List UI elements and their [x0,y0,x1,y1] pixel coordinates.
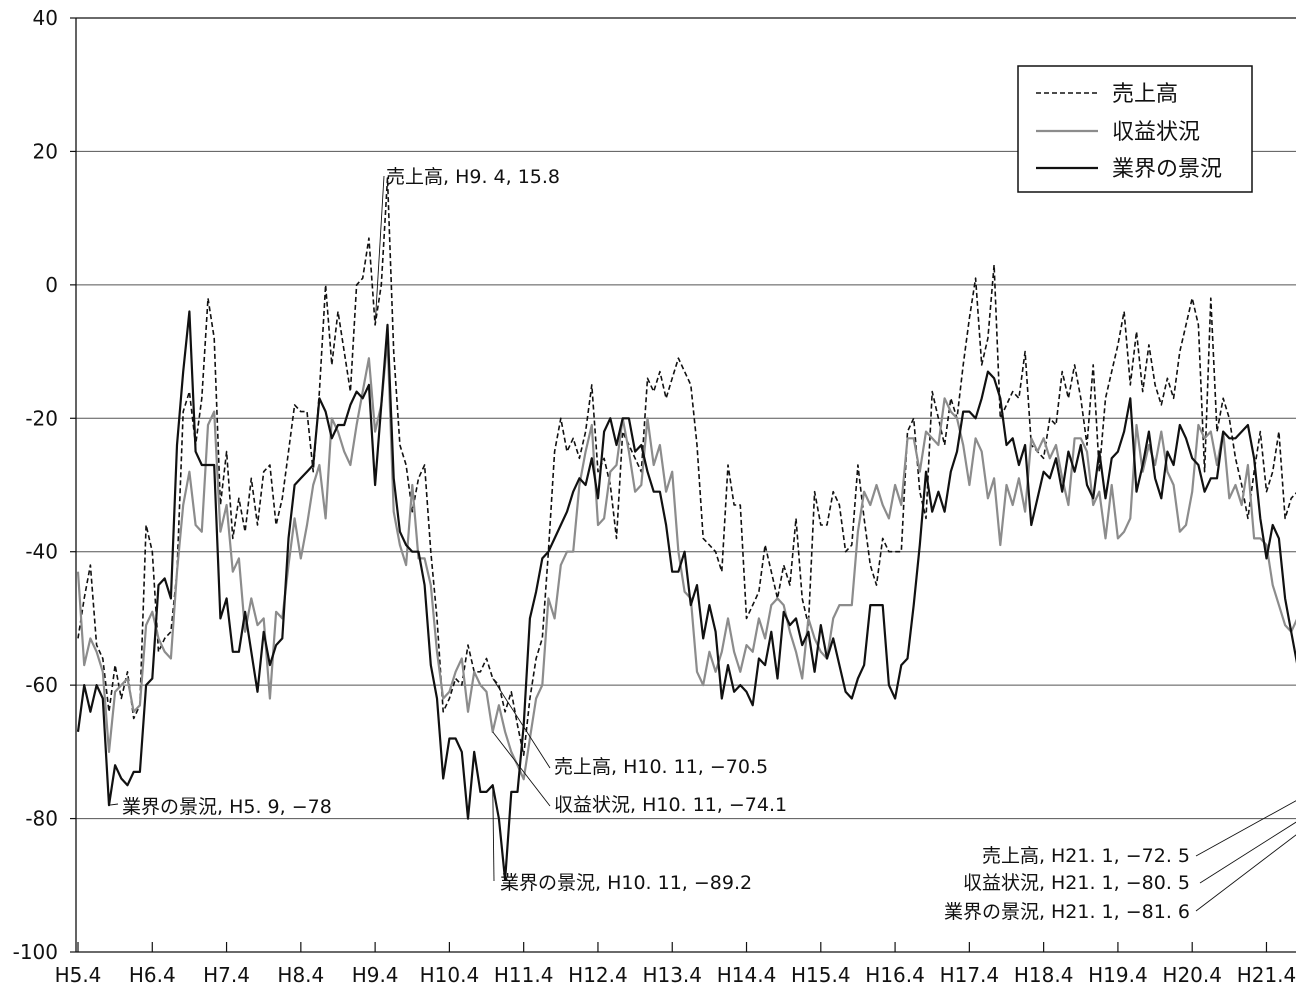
annotation-leader [492,678,551,769]
annotation-label: 売上高, H21. 1, −72. 5 [982,845,1190,867]
legend-label-profit: 収益状況 [1112,120,1200,145]
y-axis-ticks: 40 20 0 -20 -40 -60 -80 -100 [13,6,76,964]
y-tick-label: 40 [33,6,58,30]
annotation-leader [492,785,495,882]
annotation-label: 業界の景況, H21. 1, −81. 6 [944,901,1190,923]
y-tick-label: 20 [33,139,58,163]
x-tick-label: H6.4 [129,963,176,987]
annotation-label: 業界の景況, H5. 9, −78 [122,796,332,818]
annotation-leader [1199,821,1296,884]
legend-box [1017,65,1253,193]
x-axis-ticks: H5.4 H6.4 H7.4 H8.4 H9.4 H10.4 H11.4 H12.4 H13.4… [55,942,1296,987]
x-tick-label: H15.4 [791,963,851,987]
x-tick-label: H5.4 [55,963,102,987]
x-tick-label: H9.4 [352,963,399,987]
series-line-sales [77,177,1296,757]
axes [75,17,1296,953]
x-tick-label: H18.4 [1014,963,1074,987]
annotation-label: 収益状況, H10. 11, −74.1 [554,794,787,816]
y-tick-label: -40 [25,540,58,564]
x-tick-label: H13.4 [642,963,702,987]
y-tick-label: 0 [45,273,58,297]
x-tick-label: H8.4 [277,963,324,987]
gridlines [76,150,1296,820]
legend-label-sales: 売上高 [1112,82,1178,107]
x-tick-label: H10.4 [420,963,480,987]
x-tick-label: H17.4 [940,963,1000,987]
annotation-leader [374,175,385,325]
y-tick-label: -60 [25,673,58,697]
x-tick-label: H7.4 [203,963,250,987]
y-tick-label: -100 [13,940,58,964]
series-line-industry [76,310,1296,882]
series-lines [76,177,1296,882]
x-tick-label: H14.4 [717,963,777,987]
annotation-leader [492,731,551,807]
x-tick-label: H19.4 [1088,963,1148,987]
annotation-label: 売上高, H10. 11, −70.5 [554,756,768,778]
annotation-leader [108,803,119,806]
annotation-label: 売上高, H9. 4, 15.8 [386,166,560,188]
annotations: 売上高, H9. 4, 15.8 売上高, H10. 11, −70.5 収益状況,… [108,166,1296,923]
y-tick-label: -80 [25,807,58,831]
annotation-label: 収益状況, H21. 1, −80. 5 [963,872,1190,894]
x-tick-label: H21.4 [1237,963,1296,987]
legend: 売上高 収益状況 業界の景況 [1017,65,1253,193]
series-line-profit [76,337,1296,781]
legend-label-industry: 業界の景況 [1112,157,1222,182]
annotation-label: 業界の景況, H10. 11, −89.2 [500,872,752,894]
x-tick-label: H20.4 [1162,963,1222,987]
x-tick-label: H16.4 [865,963,925,987]
annotation-leader [1195,800,1296,857]
y-tick-label: -20 [25,406,58,430]
x-tick-label: H11.4 [494,963,554,987]
annotation-leader [1195,834,1296,912]
x-tick-label: H12.4 [568,963,628,987]
